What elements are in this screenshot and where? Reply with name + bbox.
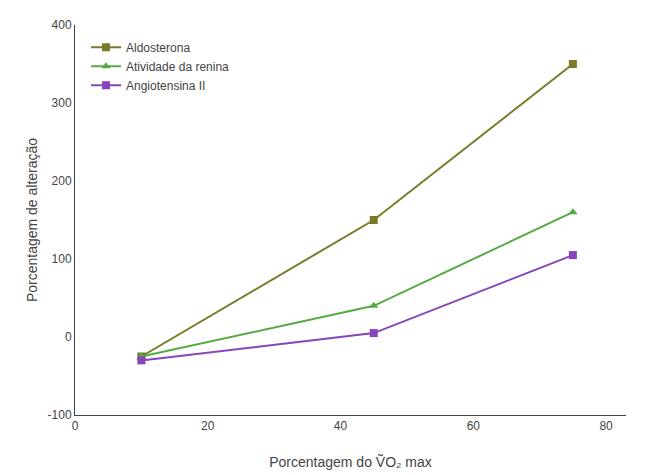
svg-text:40: 40 (334, 419, 348, 433)
svg-text:Atividade da renina: Atividade da renina (126, 60, 229, 74)
svg-text:100: 100 (52, 252, 72, 266)
svg-text:Porcentagem de alteração: Porcentagem de alteração (24, 138, 40, 302)
svg-text:400: 400 (52, 18, 72, 32)
svg-text:0: 0 (72, 419, 79, 433)
svg-text:Porcentagem do ṼO₂ max: Porcentagem do ṼO₂ max (269, 454, 432, 470)
svg-text:0: 0 (65, 330, 72, 344)
svg-text:20: 20 (201, 419, 215, 433)
svg-text:60: 60 (467, 419, 481, 433)
svg-text:Angiotensina II: Angiotensina II (126, 79, 205, 93)
svg-text:80: 80 (599, 419, 613, 433)
svg-text:-100: -100 (48, 408, 72, 422)
svg-text:200: 200 (52, 174, 72, 188)
svg-text:Aldosterona: Aldosterona (126, 41, 190, 55)
svg-text:300: 300 (52, 96, 72, 110)
